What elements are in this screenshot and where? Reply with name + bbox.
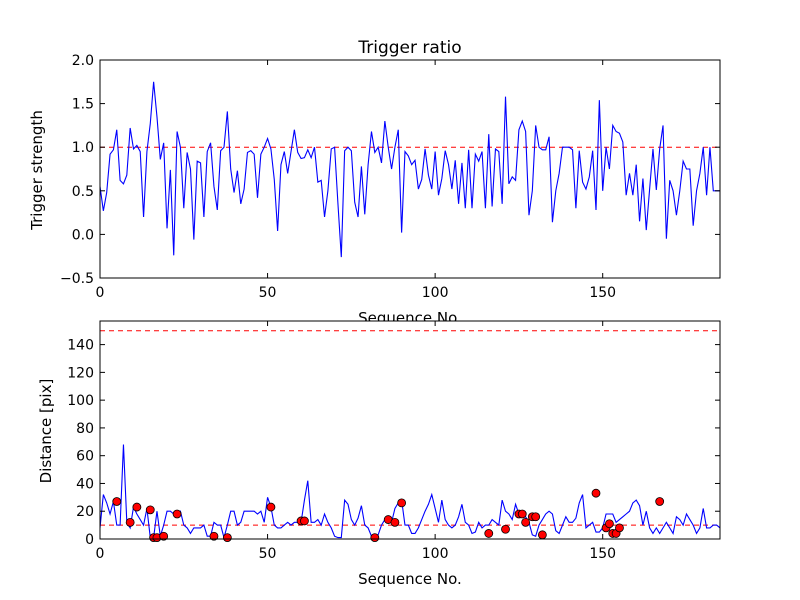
data-point <box>112 497 122 506</box>
x-tick-label: 150 <box>589 285 616 301</box>
x-tick-label: 0 <box>96 285 105 301</box>
y-tick-label: 40 <box>76 476 94 492</box>
data-point <box>222 533 232 543</box>
y-tick-label: 1.5 <box>72 97 94 113</box>
x-tick-label: 50 <box>259 285 277 301</box>
data-point <box>615 523 624 533</box>
y-tick-label: 80 <box>76 421 94 437</box>
plot-area: 0 50 100 150 0 20 40 60 80 100 120 140 <box>67 320 721 562</box>
y-tick-label: 0.5 <box>72 184 94 200</box>
data-point <box>531 512 541 522</box>
y-tick-label: 1.0 <box>72 140 94 156</box>
series-line <box>100 81 720 258</box>
y-tick-label: 2.0 <box>72 53 94 69</box>
x-tick-label: 0 <box>96 546 105 562</box>
x-axis-label: Sequence No. <box>358 570 462 588</box>
data-point <box>172 509 182 519</box>
axes-frame <box>99 59 721 279</box>
data-point <box>125 517 135 527</box>
data-point <box>484 529 494 538</box>
trigger-ratio-chart: Trigger ratio 0 50 100 150 −0.5 0.0 0.5 1.0 1.5 2… <box>28 38 721 327</box>
axes-frame <box>99 320 721 540</box>
data-point <box>145 505 155 515</box>
data-point <box>537 530 547 540</box>
y-tick-label: 140 <box>67 338 94 354</box>
y-tick-label: 0 <box>85 532 94 548</box>
x-tick-label: 100 <box>422 546 449 562</box>
data-point <box>370 533 380 543</box>
data-point <box>655 497 665 506</box>
chart-title: Trigger ratio <box>357 38 461 58</box>
plot-area: 0 50 100 150 −0.5 0.0 0.5 1.0 1.5 2.0 <box>60 53 721 301</box>
data-point <box>591 488 601 498</box>
y-axis-label: Distance [pix] <box>37 379 55 484</box>
data-point <box>605 519 614 529</box>
data-point <box>266 502 276 512</box>
y-tick-label: 0.0 <box>72 227 94 243</box>
plot-background <box>100 60 720 278</box>
data-point <box>517 509 527 519</box>
x-tick-label: 50 <box>259 546 277 562</box>
data-point <box>521 517 531 527</box>
data-point <box>300 516 309 526</box>
data-point <box>209 531 219 541</box>
plot-background <box>100 321 720 539</box>
x-tick-label: 100 <box>422 285 449 301</box>
data-point <box>501 524 510 534</box>
y-tick-label: 100 <box>67 393 94 409</box>
distance-chart: 0 50 100 150 0 20 40 60 80 100 120 140 Sequence No.… <box>37 320 721 588</box>
data-point <box>159 531 169 541</box>
series-line <box>100 444 720 539</box>
x-tick-label: 150 <box>589 546 616 562</box>
data-point <box>397 498 407 508</box>
data-point <box>132 502 142 512</box>
y-tick-label: 20 <box>76 504 94 520</box>
y-axis-label: Trigger strength <box>28 110 46 231</box>
data-point <box>390 517 400 527</box>
y-tick-label: 60 <box>76 449 94 465</box>
y-tick-label: −0.5 <box>60 271 94 287</box>
y-tick-label: 120 <box>67 365 94 381</box>
